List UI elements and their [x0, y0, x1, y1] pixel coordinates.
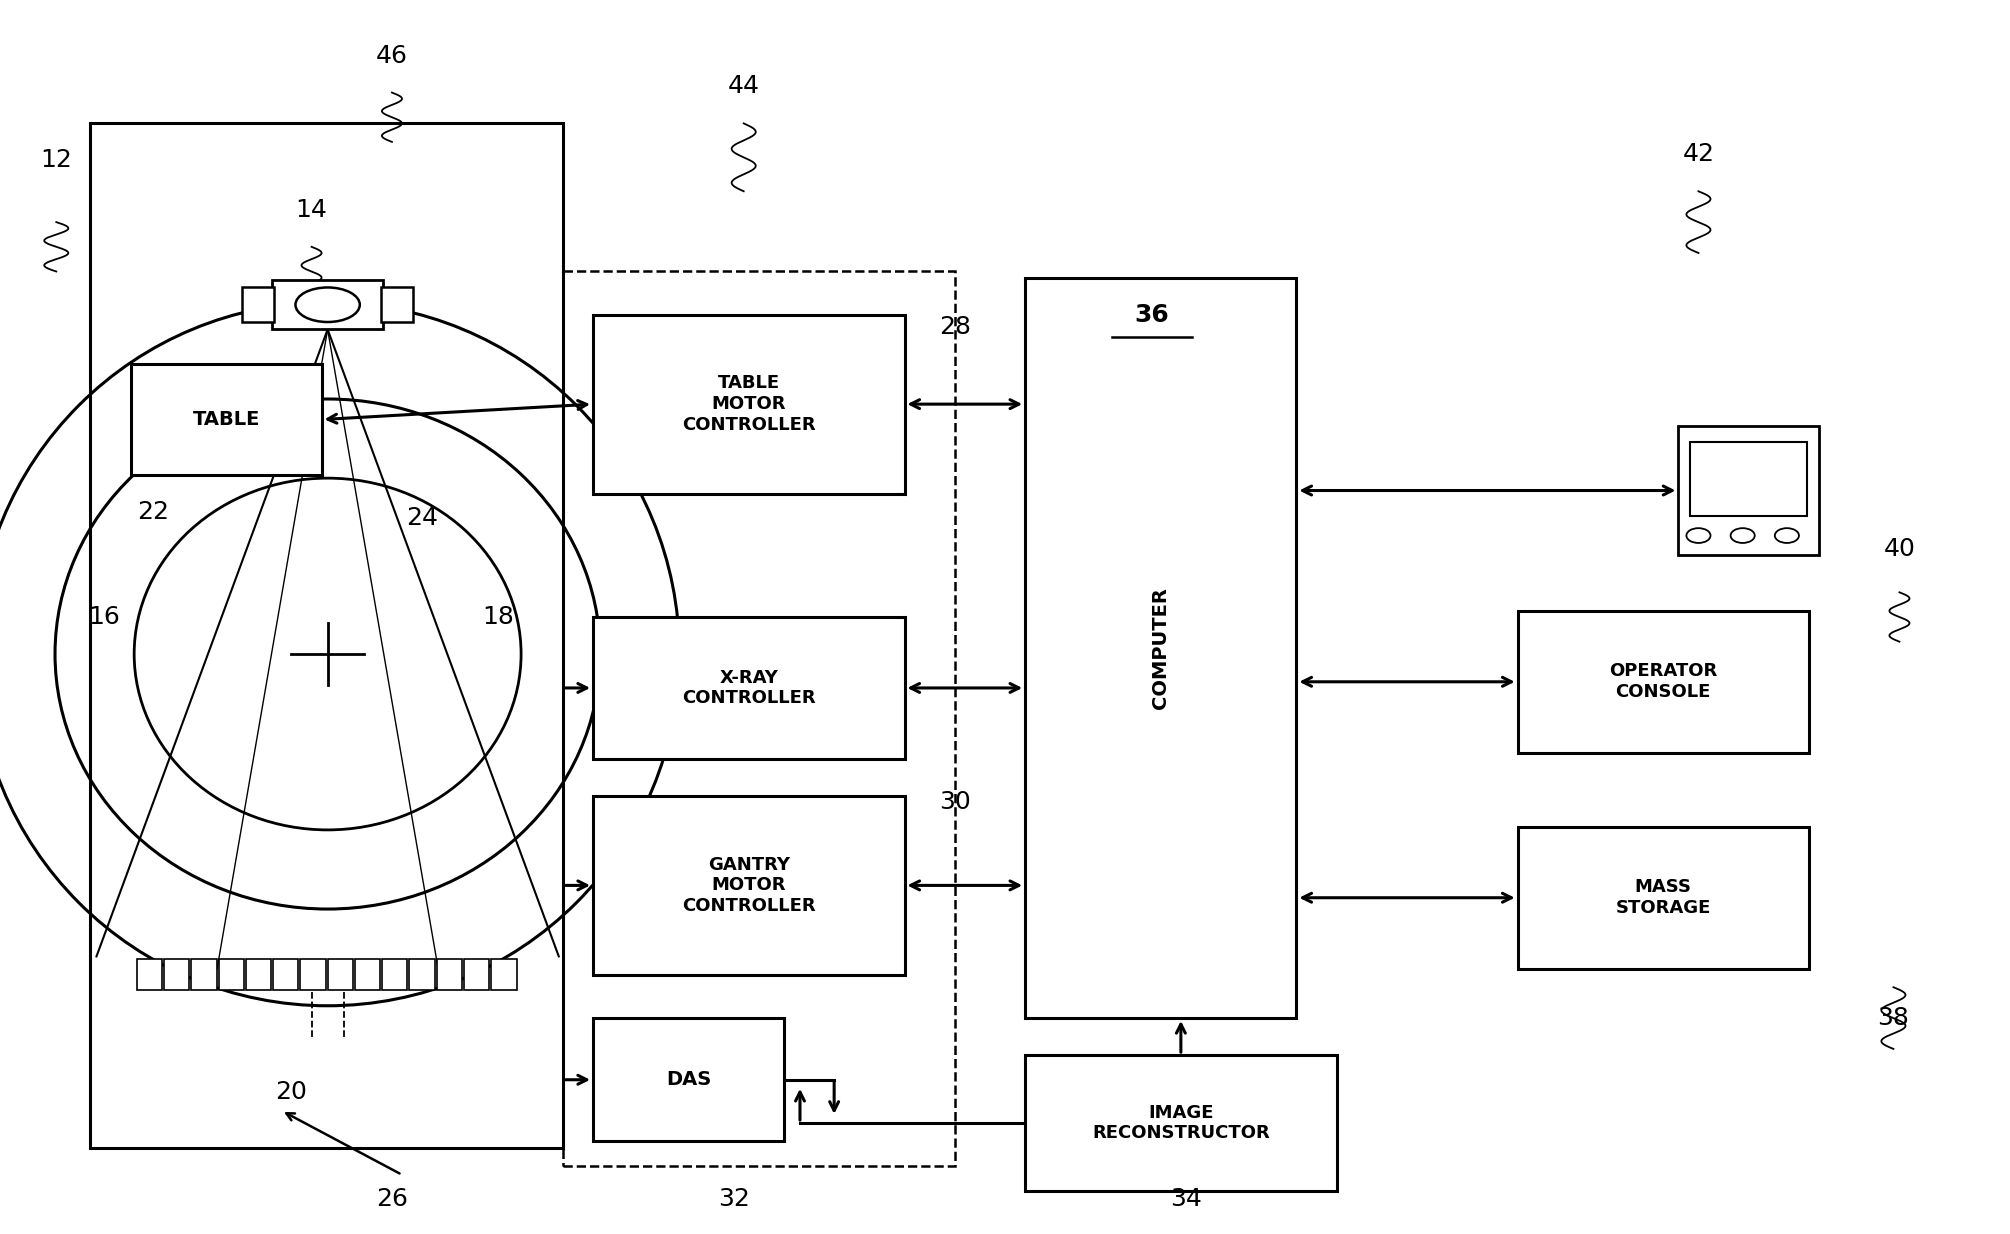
Bar: [1690, 442, 1807, 516]
Text: 26: 26: [376, 1187, 408, 1212]
Text: MASS
STORAGE: MASS STORAGE: [1616, 879, 1711, 917]
Text: IMAGE
RECONSTRUCTOR: IMAGE RECONSTRUCTOR: [1091, 1103, 1270, 1143]
Bar: [593, 1018, 784, 1141]
Text: 18: 18: [482, 605, 515, 629]
Bar: [245, 959, 271, 990]
Bar: [382, 288, 414, 322]
Text: 14: 14: [295, 197, 328, 222]
Text: 44: 44: [728, 74, 760, 99]
Bar: [464, 959, 488, 990]
Bar: [137, 959, 163, 990]
Bar: [165, 959, 189, 990]
Text: 30: 30: [939, 790, 971, 814]
Bar: [1518, 827, 1809, 969]
Bar: [1518, 611, 1809, 753]
Bar: [1025, 1055, 1337, 1191]
Bar: [191, 959, 217, 990]
Bar: [593, 315, 904, 494]
Bar: [328, 959, 354, 990]
Bar: [299, 959, 326, 990]
Text: COMPUTER: COMPUTER: [1152, 587, 1170, 708]
Bar: [410, 959, 434, 990]
Bar: [436, 959, 462, 990]
Bar: [593, 617, 904, 759]
Bar: [273, 280, 384, 329]
Text: 36: 36: [1134, 302, 1170, 327]
Text: 40: 40: [1883, 537, 1916, 561]
Bar: [593, 796, 904, 975]
Text: X-RAY
CONTROLLER: X-RAY CONTROLLER: [681, 669, 816, 707]
Text: 22: 22: [137, 500, 169, 524]
Text: 38: 38: [1877, 1006, 1910, 1030]
Text: 24: 24: [406, 506, 438, 531]
Text: 20: 20: [275, 1080, 308, 1104]
Text: 16: 16: [88, 605, 121, 629]
Bar: [90, 123, 563, 1148]
Text: 32: 32: [718, 1187, 750, 1212]
Text: TABLE
MOTOR
CONTROLLER: TABLE MOTOR CONTROLLER: [681, 374, 816, 434]
Bar: [243, 288, 275, 322]
Text: TABLE: TABLE: [193, 410, 259, 429]
Text: 12: 12: [40, 148, 72, 173]
Bar: [131, 364, 322, 475]
Text: 46: 46: [376, 43, 408, 68]
Text: OPERATOR
CONSOLE: OPERATOR CONSOLE: [1610, 663, 1717, 701]
Text: DAS: DAS: [665, 1070, 712, 1090]
Bar: [382, 959, 408, 990]
Text: 42: 42: [1682, 142, 1715, 167]
Bar: [490, 959, 517, 990]
Bar: [1678, 426, 1819, 555]
Bar: [219, 959, 243, 990]
Bar: [356, 959, 380, 990]
Text: 34: 34: [1170, 1187, 1202, 1212]
Bar: [563, 271, 955, 1166]
Text: GANTRY
MOTOR
CONTROLLER: GANTRY MOTOR CONTROLLER: [681, 855, 816, 916]
Bar: [1025, 278, 1296, 1018]
Text: 28: 28: [939, 315, 971, 339]
Bar: [273, 959, 297, 990]
